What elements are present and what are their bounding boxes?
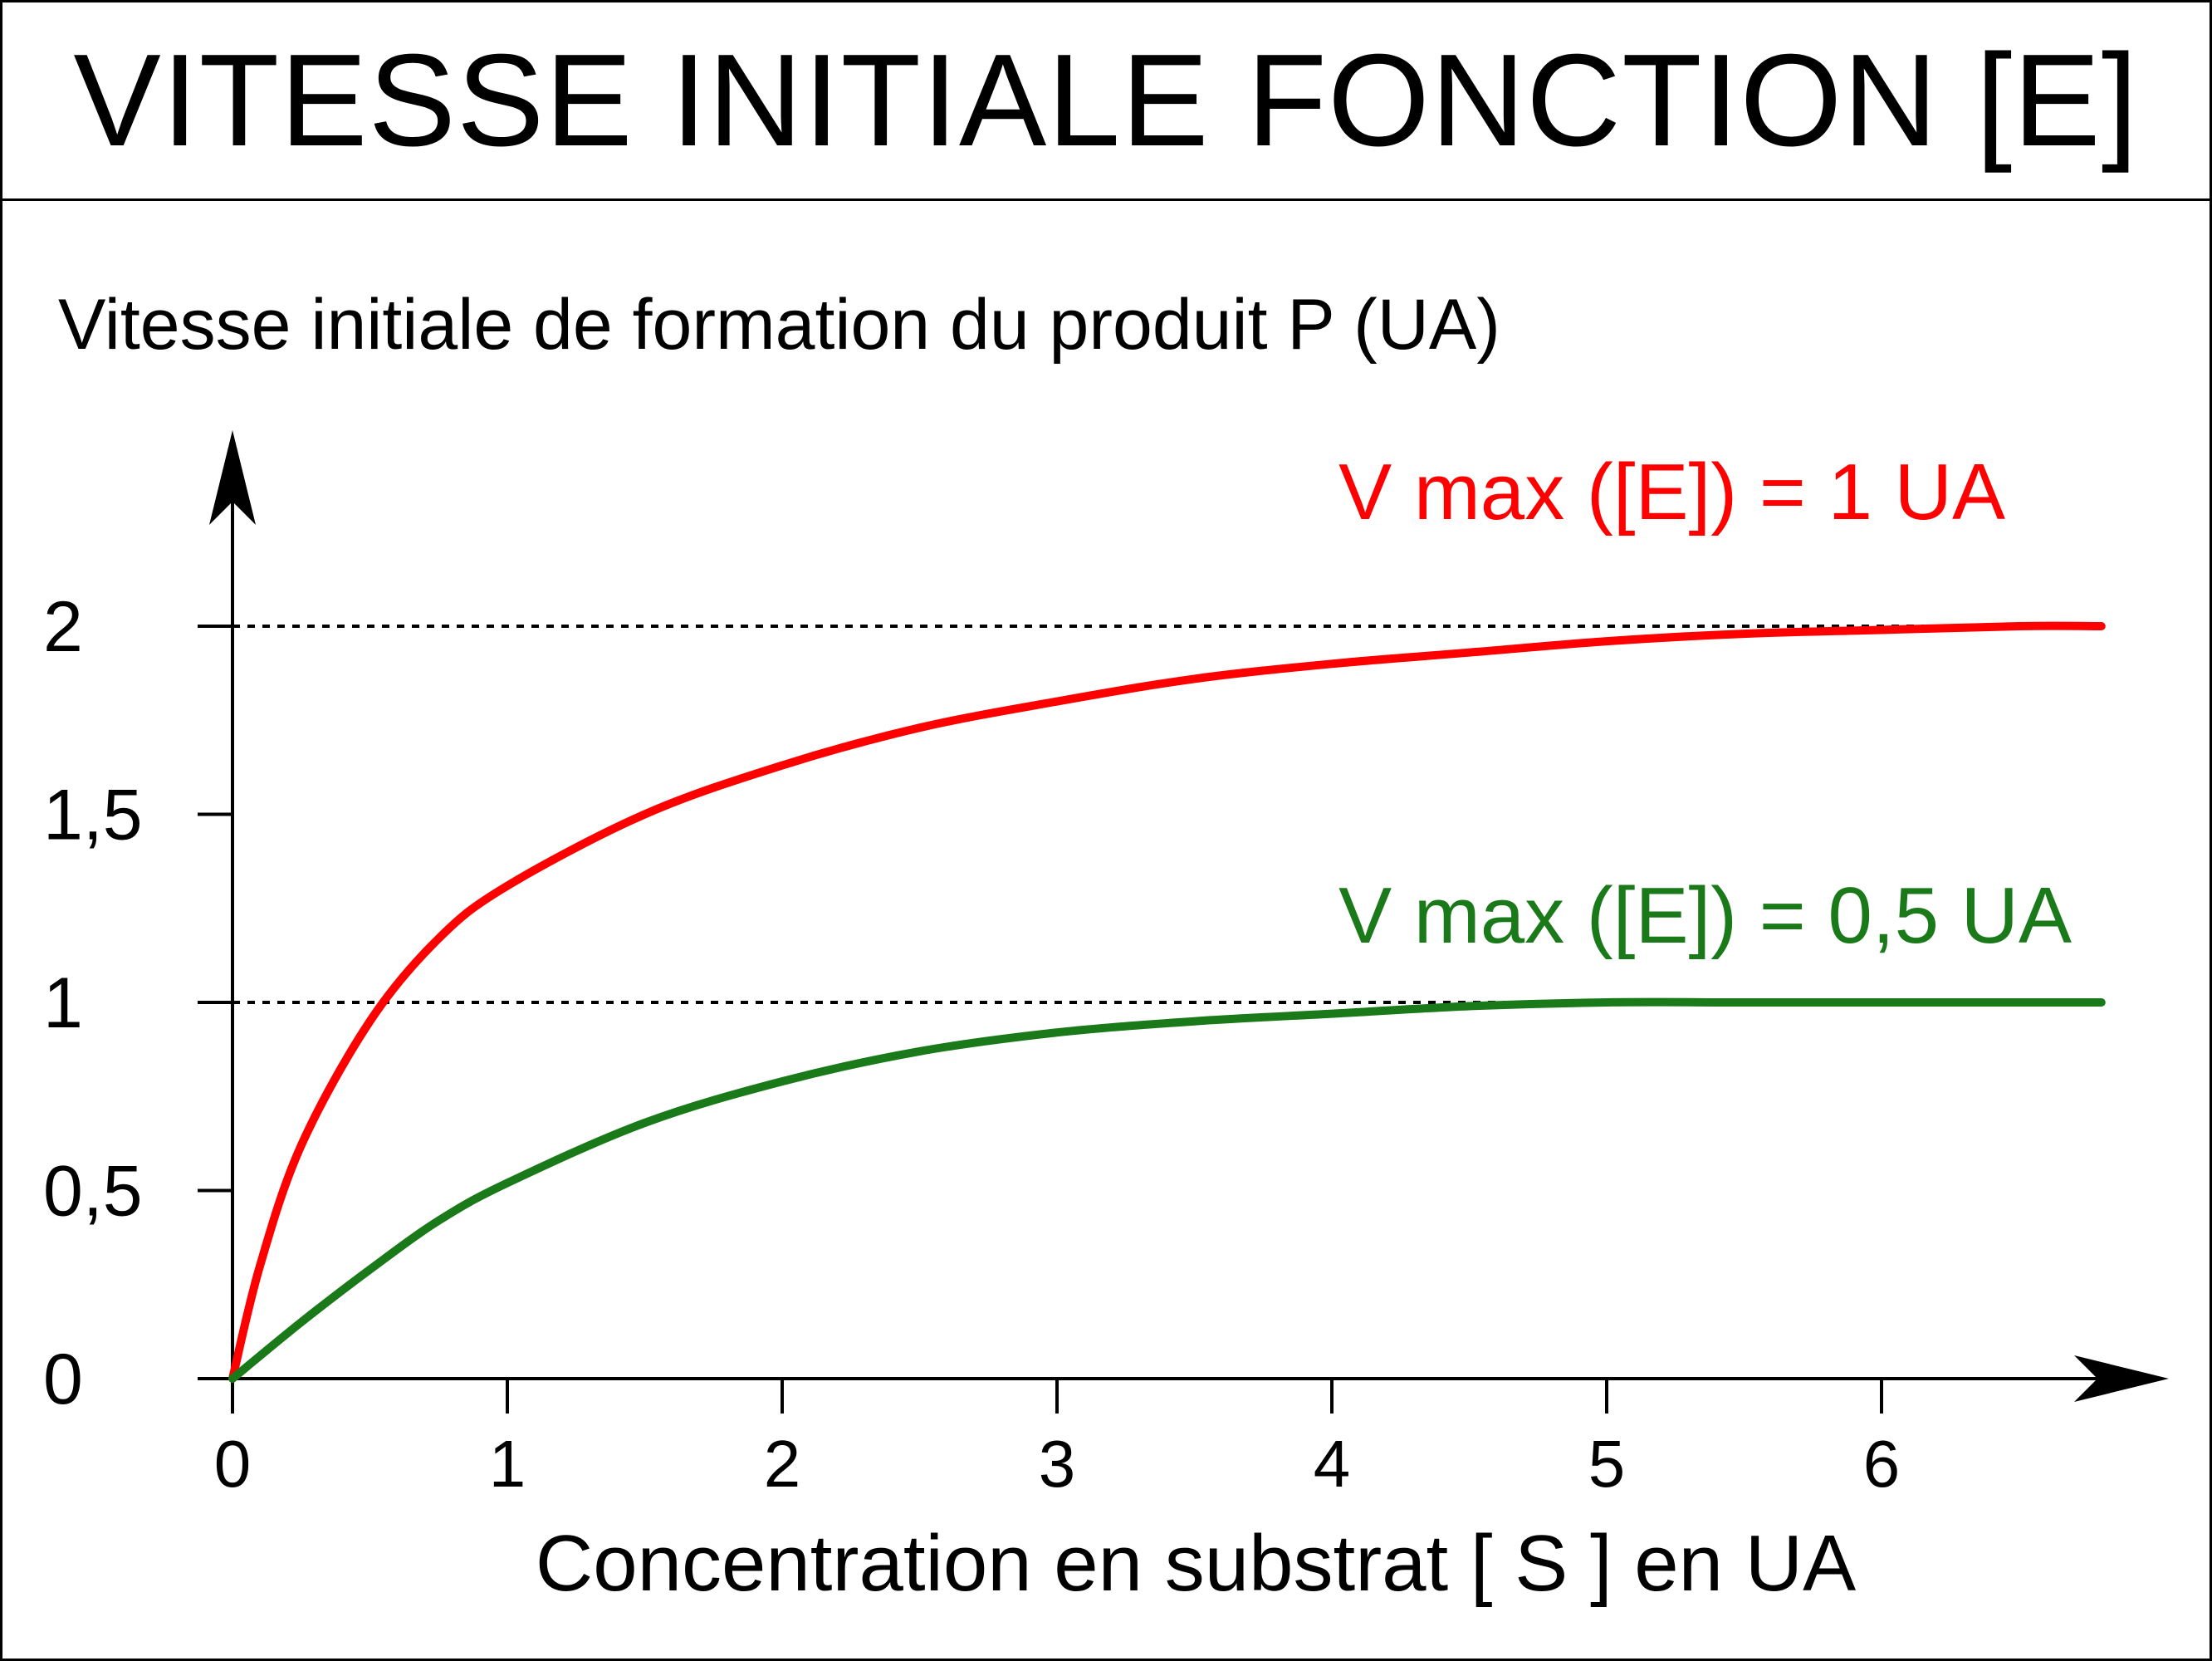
y-tick-label: 0,5 — [43, 1152, 143, 1232]
y-tick-label: 1,5 — [43, 776, 143, 855]
y-tick-label: 1 — [43, 963, 83, 1043]
x-tick-label: 3 — [1039, 1427, 1076, 1501]
y-axis-label: Vitesse initiale de formation du produit… — [58, 285, 1500, 365]
x-tick-label: 0 — [214, 1427, 252, 1501]
series-line-vmax-1 — [228, 621, 2106, 1383]
x-tick-label: 1 — [489, 1427, 526, 1501]
x-tick-label: 5 — [1588, 1427, 1626, 1501]
x-tick-label: 2 — [764, 1427, 801, 1501]
x-tick-label: 4 — [1314, 1427, 1351, 1501]
title-bar: VITESSE INITIALE FONCTION [E] — [0, 0, 2212, 201]
x-axis-arrow-icon — [2074, 1355, 2169, 1402]
series-line-vmax-0-5 — [228, 997, 2106, 1383]
y-tick-label: 0 — [43, 1340, 83, 1419]
chart-title: VITESSE INITIALE FONCTION [E] — [73, 27, 2139, 174]
y-axis-arrow-icon — [209, 430, 256, 525]
x-axis-label: Concentration en substrat [ S ] en UA — [536, 1519, 1856, 1608]
x-tick-label: 6 — [1863, 1427, 1901, 1501]
y-tick-label: 2 — [43, 587, 83, 667]
series-label-vmax-1: V max ([E]) = 1 UA — [1338, 448, 2005, 537]
series-label-vmax-0-5: V max ([E]) = 0,5 UA — [1338, 871, 2072, 960]
